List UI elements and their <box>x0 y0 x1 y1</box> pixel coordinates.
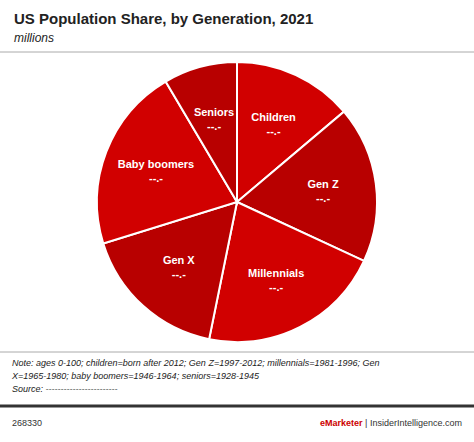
note: X=1965-1980; baby boomers=1946-1964; sen… <box>11 371 260 381</box>
slice-label: Gen Z --.- <box>307 178 338 204</box>
footer-part: | InsiderIntelligence.com <box>363 418 462 428</box>
slice-labels: Children--.-Gen Z--.-Millennials--.-Gen … <box>118 106 339 293</box>
data-label: --.- <box>207 120 221 132</box>
slice-label: Children --.- <box>251 111 296 137</box>
data-label: --.- <box>172 268 186 280</box>
slice-category: Gen X <box>163 254 195 266</box>
data-label: --.- <box>269 281 283 293</box>
slice-category: Millennials <box>248 267 304 279</box>
footer-right: eMarketer | InsiderIntelligence.com <box>320 418 462 428</box>
data-label: --.- <box>149 172 163 184</box>
slice-category: Children <box>251 111 296 123</box>
separator <box>0 52 474 53</box>
footer-left: 268330 <box>12 418 42 428</box>
slice-category: Baby boomers <box>118 158 194 170</box>
chart: US Population Share, by Generation, 2021… <box>0 0 474 442</box>
separator <box>0 405 474 408</box>
subtitle: millions <box>14 31 54 45</box>
note: Note: ages 0-100; children=born after 20… <box>12 358 380 368</box>
title: US Population Share, by Generation, 2021 <box>14 10 313 27</box>
data-label: --.- <box>267 125 281 137</box>
slice-category: Seniors <box>194 106 234 118</box>
note: Source: ------------------------ <box>12 384 117 394</box>
slice-label: Gen X --.- <box>163 254 195 280</box>
slice-label: Seniors --.- <box>194 106 234 132</box>
footer-part: eMarketer <box>320 418 363 428</box>
slice-label: Millennials --.- <box>248 267 304 293</box>
data-label: --.- <box>316 192 330 204</box>
pie-slice <box>166 62 237 202</box>
separator <box>0 352 474 353</box>
slice-label: Baby boomers --.- <box>118 158 194 184</box>
slice-category: Gen Z <box>307 178 338 190</box>
pie <box>97 62 377 342</box>
